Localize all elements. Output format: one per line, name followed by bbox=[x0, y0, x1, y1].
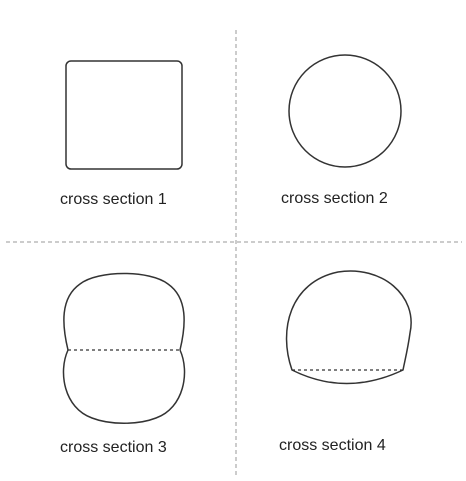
lower-lobe-outline bbox=[62, 349, 186, 424]
caption-cross-section-3: cross section 3 bbox=[60, 439, 167, 456]
square-shape bbox=[65, 60, 183, 170]
figure-eight-shape bbox=[62, 272, 186, 424]
circle-shape bbox=[288, 54, 402, 168]
caption-cross-section-4: cross section 4 bbox=[279, 437, 386, 454]
truncated-circle-outline bbox=[285, 270, 412, 385]
upper-lobe-outline bbox=[63, 272, 185, 351]
caption-cross-section-1: cross section 1 bbox=[60, 191, 167, 208]
caption-cross-section-2: cross section 2 bbox=[281, 190, 388, 207]
truncated-circle-shape bbox=[285, 270, 412, 385]
